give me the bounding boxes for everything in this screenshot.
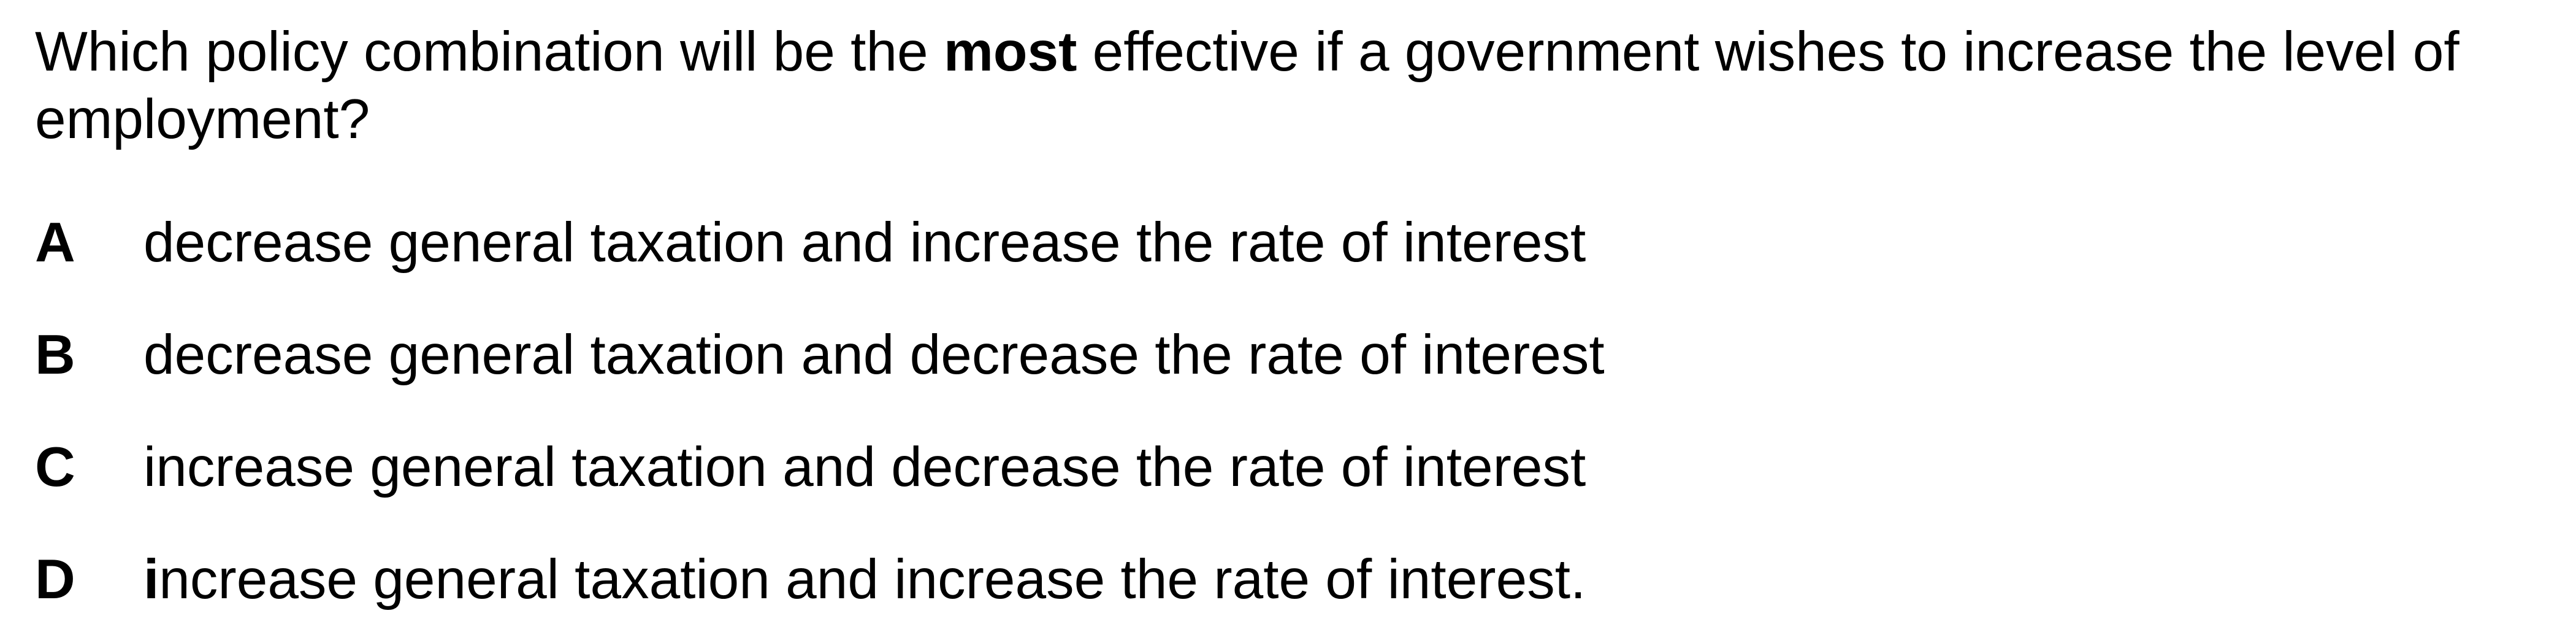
option-b-text: decrease general taxation and decrease t… — [143, 324, 1605, 386]
question-suffix: effective if a government wishes to incr… — [35, 21, 2459, 150]
option-d-letter: D — [35, 549, 75, 611]
option-d-text-rest: ncrease general taxation and increase th… — [159, 549, 1586, 611]
option-a-letter: A — [35, 212, 75, 274]
option-c-letter: C — [35, 436, 75, 498]
option-d-text-first: i — [143, 549, 159, 611]
option-b-letter: B — [35, 324, 75, 386]
question-text: Which policy combination will be the mos… — [35, 18, 2543, 153]
option-d-text: increase general taxation and increase t… — [143, 546, 1586, 614]
option-c-text: increase general taxation and decrease t… — [143, 436, 1586, 498]
question-prefix: Which policy combination will be the — [35, 21, 944, 83]
question-emphasis: most — [943, 21, 1077, 83]
option-a-text: decrease general taxation and increase t… — [143, 212, 1586, 274]
